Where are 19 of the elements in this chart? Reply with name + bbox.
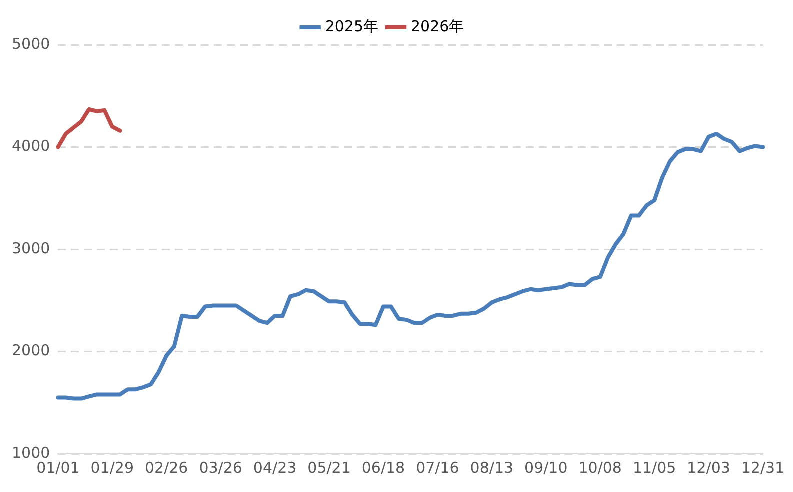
x-tick-label: 12/31: [741, 458, 785, 477]
x-tick-label: 02/26: [144, 458, 188, 477]
legend-label: 2026年: [411, 17, 464, 36]
x-tick-label: 07/16: [416, 458, 460, 477]
x-tick-label: 12/03: [687, 458, 730, 477]
x-tick-label: 01/29: [90, 458, 134, 477]
x-tick-label: 05/21: [308, 458, 351, 477]
x-tick-label: 10/08: [578, 458, 622, 477]
x-tick-label: 09/10: [524, 458, 568, 477]
y-tick-label: 2000: [12, 342, 50, 360]
x-tick-label: 08/13: [470, 458, 514, 477]
y-tick-label: 5000: [12, 34, 50, 53]
x-tick-label: 11/05: [632, 458, 676, 477]
x-tick-label: 06/18: [362, 458, 406, 477]
x-tick-label: 03/26: [199, 458, 242, 477]
legend-label: 2025年: [325, 17, 379, 36]
y-tick-label: 4000: [12, 137, 50, 156]
x-tick-label: 04/23: [253, 458, 297, 477]
y-tick-label: 3000: [12, 239, 50, 258]
